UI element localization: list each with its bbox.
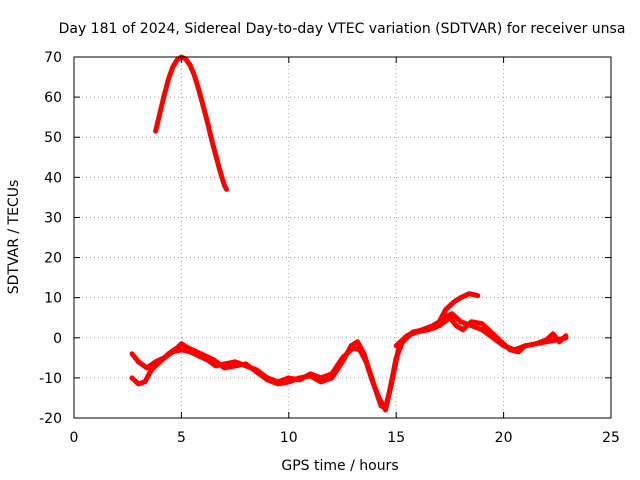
x-tick-label: 5: [177, 430, 186, 446]
x-tick-label: 25: [602, 430, 620, 446]
chart-title: Day 181 of 2024, Sidereal Day-to-day VTE…: [59, 21, 626, 37]
y-tick-label: -20: [39, 411, 62, 427]
data-series: [129, 54, 569, 413]
y-tick-label: 70: [44, 50, 62, 66]
series-line-1: [153, 54, 229, 192]
x-tick-label: 15: [387, 430, 405, 446]
y-axis-label: SDTVAR / TECUs: [6, 180, 22, 295]
y-tick-label: 60: [44, 90, 62, 106]
y-tick-label: 30: [44, 210, 62, 226]
x-tick-label: 0: [70, 430, 79, 446]
x-tick-label: 10: [280, 430, 298, 446]
y-tick-label: -10: [39, 371, 62, 387]
x-tick-label: 20: [495, 430, 513, 446]
y-tick-label: 40: [44, 170, 62, 186]
axis-ticks: 0 5 10 15 20 25 -20 -10 0 10 20 30 40 50 60 70: [39, 50, 620, 446]
y-tick-label: 10: [44, 291, 62, 307]
y-tick-label: 50: [44, 130, 62, 146]
x-axis-label: GPS time / hours: [281, 458, 398, 474]
series-line-3: [129, 311, 569, 413]
plot-frame: [73, 56, 612, 419]
y-tick-label: 20: [44, 251, 62, 267]
series-line-4: [393, 315, 569, 355]
grid: [74, 57, 611, 418]
y-tick-label: 0: [53, 331, 62, 347]
